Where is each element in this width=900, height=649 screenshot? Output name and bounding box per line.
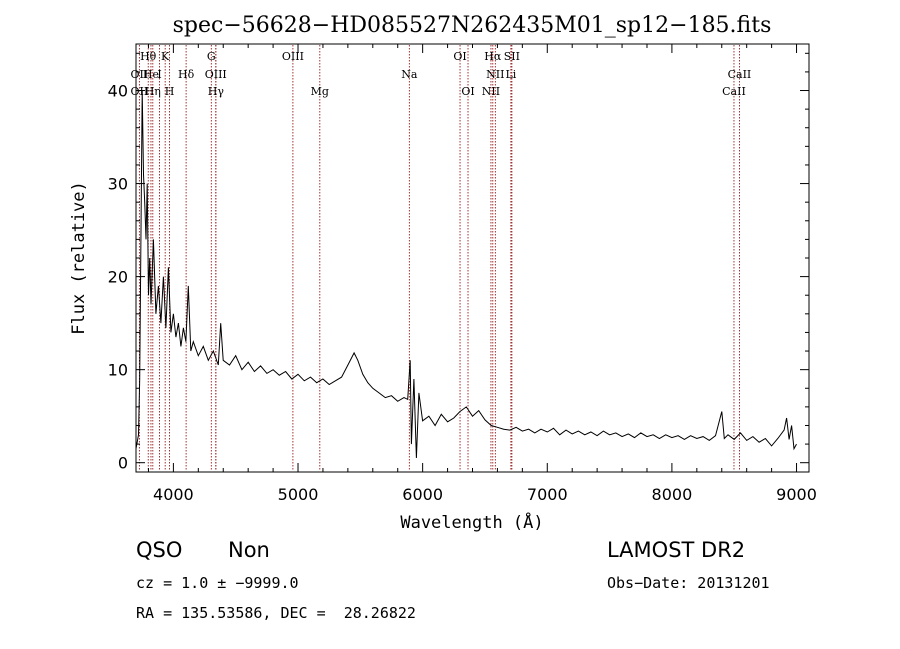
redshift-info: cz = 1.0 ± −9999.0 (136, 574, 299, 592)
x-tick-label: 8000 (652, 485, 693, 504)
spectral-line-markers (138, 45, 740, 471)
x-tick-label: 7000 (527, 485, 568, 504)
spectral-line-label: CaII (728, 68, 752, 81)
y-axis-ticks: 0 10 20 30 40 (108, 52, 809, 473)
object-class: QSO (136, 538, 183, 562)
x-tick-label: 9000 (776, 485, 817, 504)
plot-frame (135, 43, 810, 473)
spectral-line-label: Na (401, 68, 418, 81)
spectral-line-label: OI (453, 50, 466, 63)
spectral-line-label: Hα (484, 50, 502, 63)
x-axis-label: Wavelength (Å) (400, 511, 543, 533)
y-tick-label: 40 (108, 82, 128, 101)
y-axis-label: Flux (relative) (69, 181, 89, 335)
spectrum-line (135, 90, 797, 459)
y-tick-label: 30 (108, 175, 128, 194)
spectral-line-label: Mg (311, 85, 329, 98)
spectral-line-label: He (143, 68, 159, 81)
spectral-line-labels: OII OII Hθ He Hη IK HHδ G OIII Hγ OIII Mg Na OI OI NII H… (131, 50, 752, 98)
spectral-line-label: OIII (205, 68, 227, 81)
spectral-line-label: OII (131, 68, 149, 81)
spectral-line-label: I (157, 68, 161, 81)
spectral-line-label: NII (482, 85, 500, 98)
spectral-line-label: Li (505, 68, 516, 81)
x-tick-label: 4000 (153, 485, 194, 504)
spectral-line-label: OIII (282, 50, 304, 63)
x-tick-label: 6000 (402, 485, 443, 504)
x-axis-ticks: 4000 5000 6000 7000 8000 9000 (147, 44, 817, 504)
spectral-line-label: K (161, 50, 170, 63)
spectral-line-label: Hγ (208, 85, 225, 98)
spectral-line-label: OII (131, 85, 149, 98)
coordinates: RA = 135.53586, DEC = 28.26822 (136, 604, 416, 622)
x-tick-label: 5000 (278, 485, 319, 504)
spectral-line-label: Hδ (178, 68, 195, 81)
y-tick-label: 20 (108, 268, 128, 287)
spectral-line-label: SII (504, 50, 520, 63)
object-subclass: Non (228, 538, 270, 562)
spectral-line-label: OI (461, 85, 474, 98)
spectral-line-label: Hη (145, 85, 161, 98)
spectral-line-label: NII (486, 68, 504, 81)
chart-title: spec−56628−HD085527N262435M01_sp12−185.f… (173, 13, 772, 38)
y-tick-label: 10 (108, 361, 128, 380)
survey-name: LAMOST DR2 (607, 538, 746, 562)
spectral-line-label: CaII (722, 85, 746, 98)
spectral-line-label: Hθ (140, 50, 157, 63)
spectral-line-label: H (165, 85, 175, 98)
y-tick-label: 0 (118, 454, 128, 473)
spectral-line-label: G (207, 50, 216, 63)
obs-date: Obs−Date: 20131201 (607, 574, 770, 592)
